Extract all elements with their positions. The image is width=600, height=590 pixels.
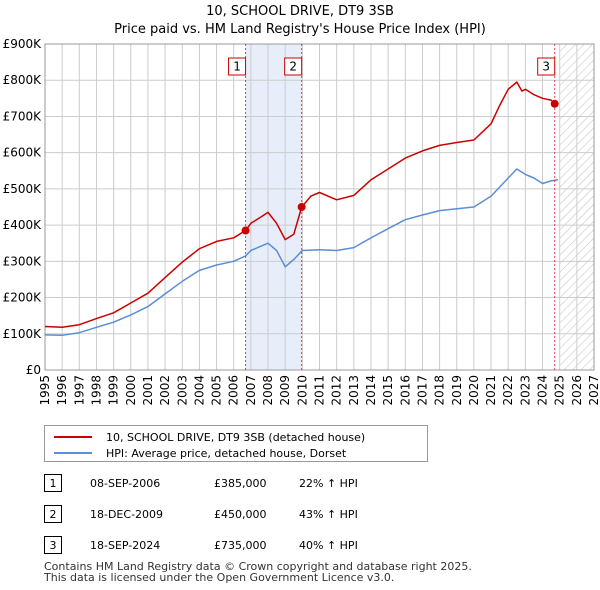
sale-label-box (228, 57, 247, 76)
x-tick-label: 2020 (467, 375, 481, 406)
y-tick-label: £600K (3, 146, 43, 160)
x-tick-label: 2005 (210, 375, 224, 406)
x-tick-label: 2021 (484, 375, 498, 406)
sale-label-number: 3 (542, 60, 550, 74)
y-tick-label: £500K (3, 182, 43, 196)
sale-label-box (537, 57, 556, 76)
chart-legend: 10, SCHOOL DRIVE, DT9 3SB (detached hous… (44, 425, 428, 462)
x-tick-label: 1998 (89, 375, 103, 406)
footer-line-1: Contains HM Land Registry data © Crown c… (44, 560, 472, 573)
table-row: 3 18-SEP-2024 £735,000 40% ↑ HPI (44, 536, 584, 556)
table-row: 1 08-SEP-2006 £385,000 22% ↑ HPI (44, 474, 584, 494)
plot-border (44, 43, 595, 371)
x-tick-label: 2002 (158, 375, 172, 406)
transaction-number: 3 (44, 536, 62, 554)
transaction-price: £450,000 (214, 508, 267, 521)
legend-label-hpi: HPI: Average price, detached house, Dors… (106, 446, 347, 460)
table-row: 2 18-DEC-2009 £450,000 43% ↑ HPI (44, 505, 584, 525)
footer-line-2: This data is licensed under the Open Gov… (44, 571, 395, 584)
x-tick-label: 2012 (330, 375, 344, 406)
transaction-price: £385,000 (214, 477, 267, 490)
y-tick-label: £100K (3, 327, 43, 341)
legend-item-property: 10, SCHOOL DRIVE, DT9 3SB (detached hous… (54, 430, 365, 444)
chart-subtitle: Price paid vs. HM Land Registry's House … (114, 22, 486, 37)
x-tick-label: 2019 (450, 375, 464, 406)
y-tick-label: £800K (3, 73, 43, 87)
x-tick-label: 2008 (261, 375, 275, 406)
transaction-date: 08-SEP-2006 (90, 477, 161, 490)
x-tick-label: 2007 (244, 375, 258, 406)
sale-label-number: 2 (289, 60, 297, 74)
legend-swatch-hpi (54, 452, 92, 454)
sale-point (550, 99, 559, 108)
price-chart: 10, SCHOOL DRIVE, DT9 3SB Price paid vs.… (3, 4, 600, 406)
y-tick-label: £0 (26, 363, 41, 377)
x-tick-label: 1999 (107, 375, 121, 406)
transaction-hpi: 43% ↑ HPI (299, 508, 358, 521)
transaction-hpi: 40% ↑ HPI (299, 539, 358, 552)
x-tick-label: 2026 (570, 375, 584, 406)
x-tick-label: 2015 (381, 375, 395, 406)
y-tick-label: £900K (3, 37, 43, 51)
x-tick-label: 2003 (175, 375, 189, 406)
x-tick-label: 2027 (587, 375, 600, 406)
sale-label-number: 1 (233, 60, 241, 74)
sale-label-box (284, 57, 303, 76)
footer-attribution: Contains HM Land Registry data © Crown c… (44, 561, 472, 583)
x-tick-label: 2014 (364, 375, 378, 406)
x-tick-label: 1997 (72, 375, 86, 406)
x-tick-label: 2025 (553, 375, 567, 406)
y-tick-label: £400K (3, 218, 43, 232)
sale-point (241, 226, 250, 235)
y-tick-label: £700K (3, 109, 43, 123)
highlight-band (245, 44, 302, 370)
x-tick-label: 2000 (124, 375, 138, 406)
legend-label-property: 10, SCHOOL DRIVE, DT9 3SB (detached hous… (106, 430, 366, 444)
transaction-price: £735,000 (214, 539, 267, 552)
series-line-property (44, 81, 558, 329)
x-tick-label: 2001 (141, 375, 155, 406)
x-tick-label: 2013 (347, 375, 361, 406)
x-tick-label: 2011 (313, 375, 327, 406)
y-tick-label: £200K (3, 291, 43, 305)
x-tick-label: 2016 (398, 375, 412, 406)
transaction-number: 2 (44, 505, 62, 523)
x-tick-label: 1995 (38, 375, 52, 406)
x-tick-label: 1996 (55, 375, 69, 406)
legend-item-hpi: HPI: Average price, detached house, Dors… (54, 446, 346, 460)
x-tick-label: 2010 (295, 375, 309, 406)
x-tick-label: 2006 (227, 375, 241, 406)
transaction-date: 18-SEP-2024 (90, 539, 161, 552)
legend-swatch-property (54, 436, 92, 438)
transaction-number: 1 (44, 474, 62, 492)
chart-title: 10, SCHOOL DRIVE, DT9 3SB (206, 4, 394, 19)
x-tick-label: 2018 (433, 375, 447, 406)
transaction-hpi: 22% ↑ HPI (299, 477, 358, 490)
x-tick-label: 2022 (501, 375, 515, 406)
x-tick-label: 2017 (415, 375, 429, 406)
transaction-date: 18-DEC-2009 (90, 508, 164, 521)
y-tick-label: £300K (3, 254, 43, 268)
sale-point (297, 203, 306, 211)
x-tick-label: 2023 (518, 375, 532, 406)
x-tick-label: 2024 (536, 375, 550, 406)
x-tick-label: 2004 (192, 375, 206, 406)
x-tick-label: 2009 (278, 375, 292, 406)
series-line-hpi (44, 168, 559, 336)
